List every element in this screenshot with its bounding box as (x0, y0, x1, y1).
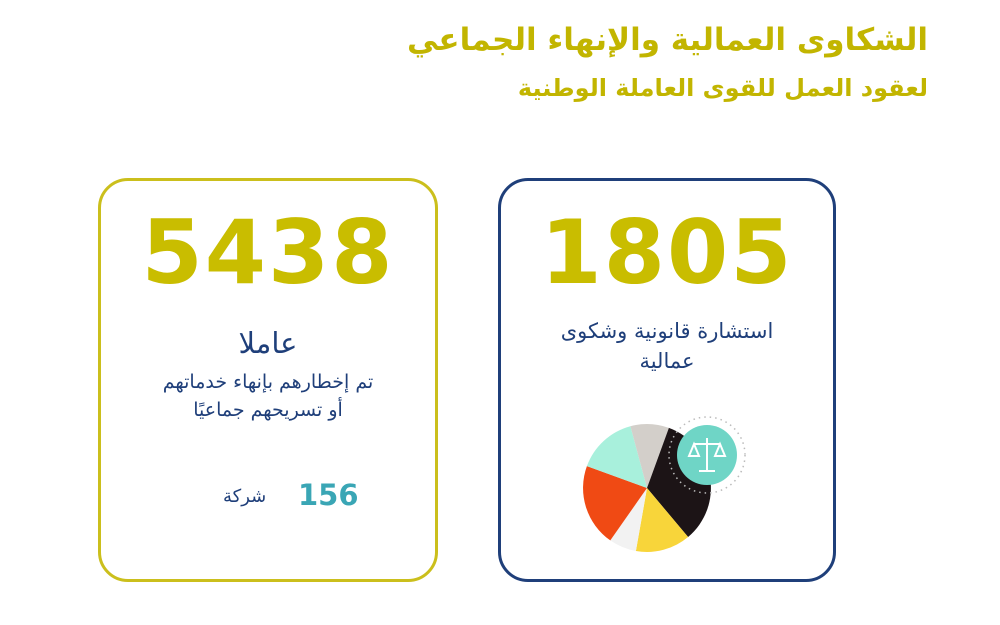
workers-card: 5438 عاملا تم إخطارهم بإنهاء خدماتهم أو … (98, 178, 438, 582)
companies-label: شركة (223, 486, 267, 507)
workers-description: تم إخطارهم بإنهاء خدماتهم (162, 371, 374, 393)
pie-slice (647, 424, 669, 488)
pie-illustration (583, 416, 746, 552)
workers-number: 5438 (141, 201, 395, 304)
pie-slice (610, 488, 647, 551)
consultations-description: عمالية (639, 349, 695, 373)
pie-slice (586, 426, 647, 488)
workers-unit: عاملا (238, 326, 298, 360)
companies-count: 156 (298, 478, 359, 512)
pie-slice (583, 466, 647, 541)
title-line-2: لعقود العمل للقوى العاملة الوطنية (517, 74, 928, 102)
scale-icon (687, 438, 727, 472)
pie-slice (630, 424, 647, 488)
badge-ring (668, 416, 746, 494)
consultations-description: استشارة قانونية وشكوى (560, 319, 774, 343)
consultations-number: 1805 (540, 201, 794, 304)
title-line-1: الشكاوى العمالية والإنهاء الجماعي (407, 22, 928, 58)
pie-slice (635, 488, 689, 552)
workers-description: أو تسريحهم جماعيًا (193, 399, 343, 421)
